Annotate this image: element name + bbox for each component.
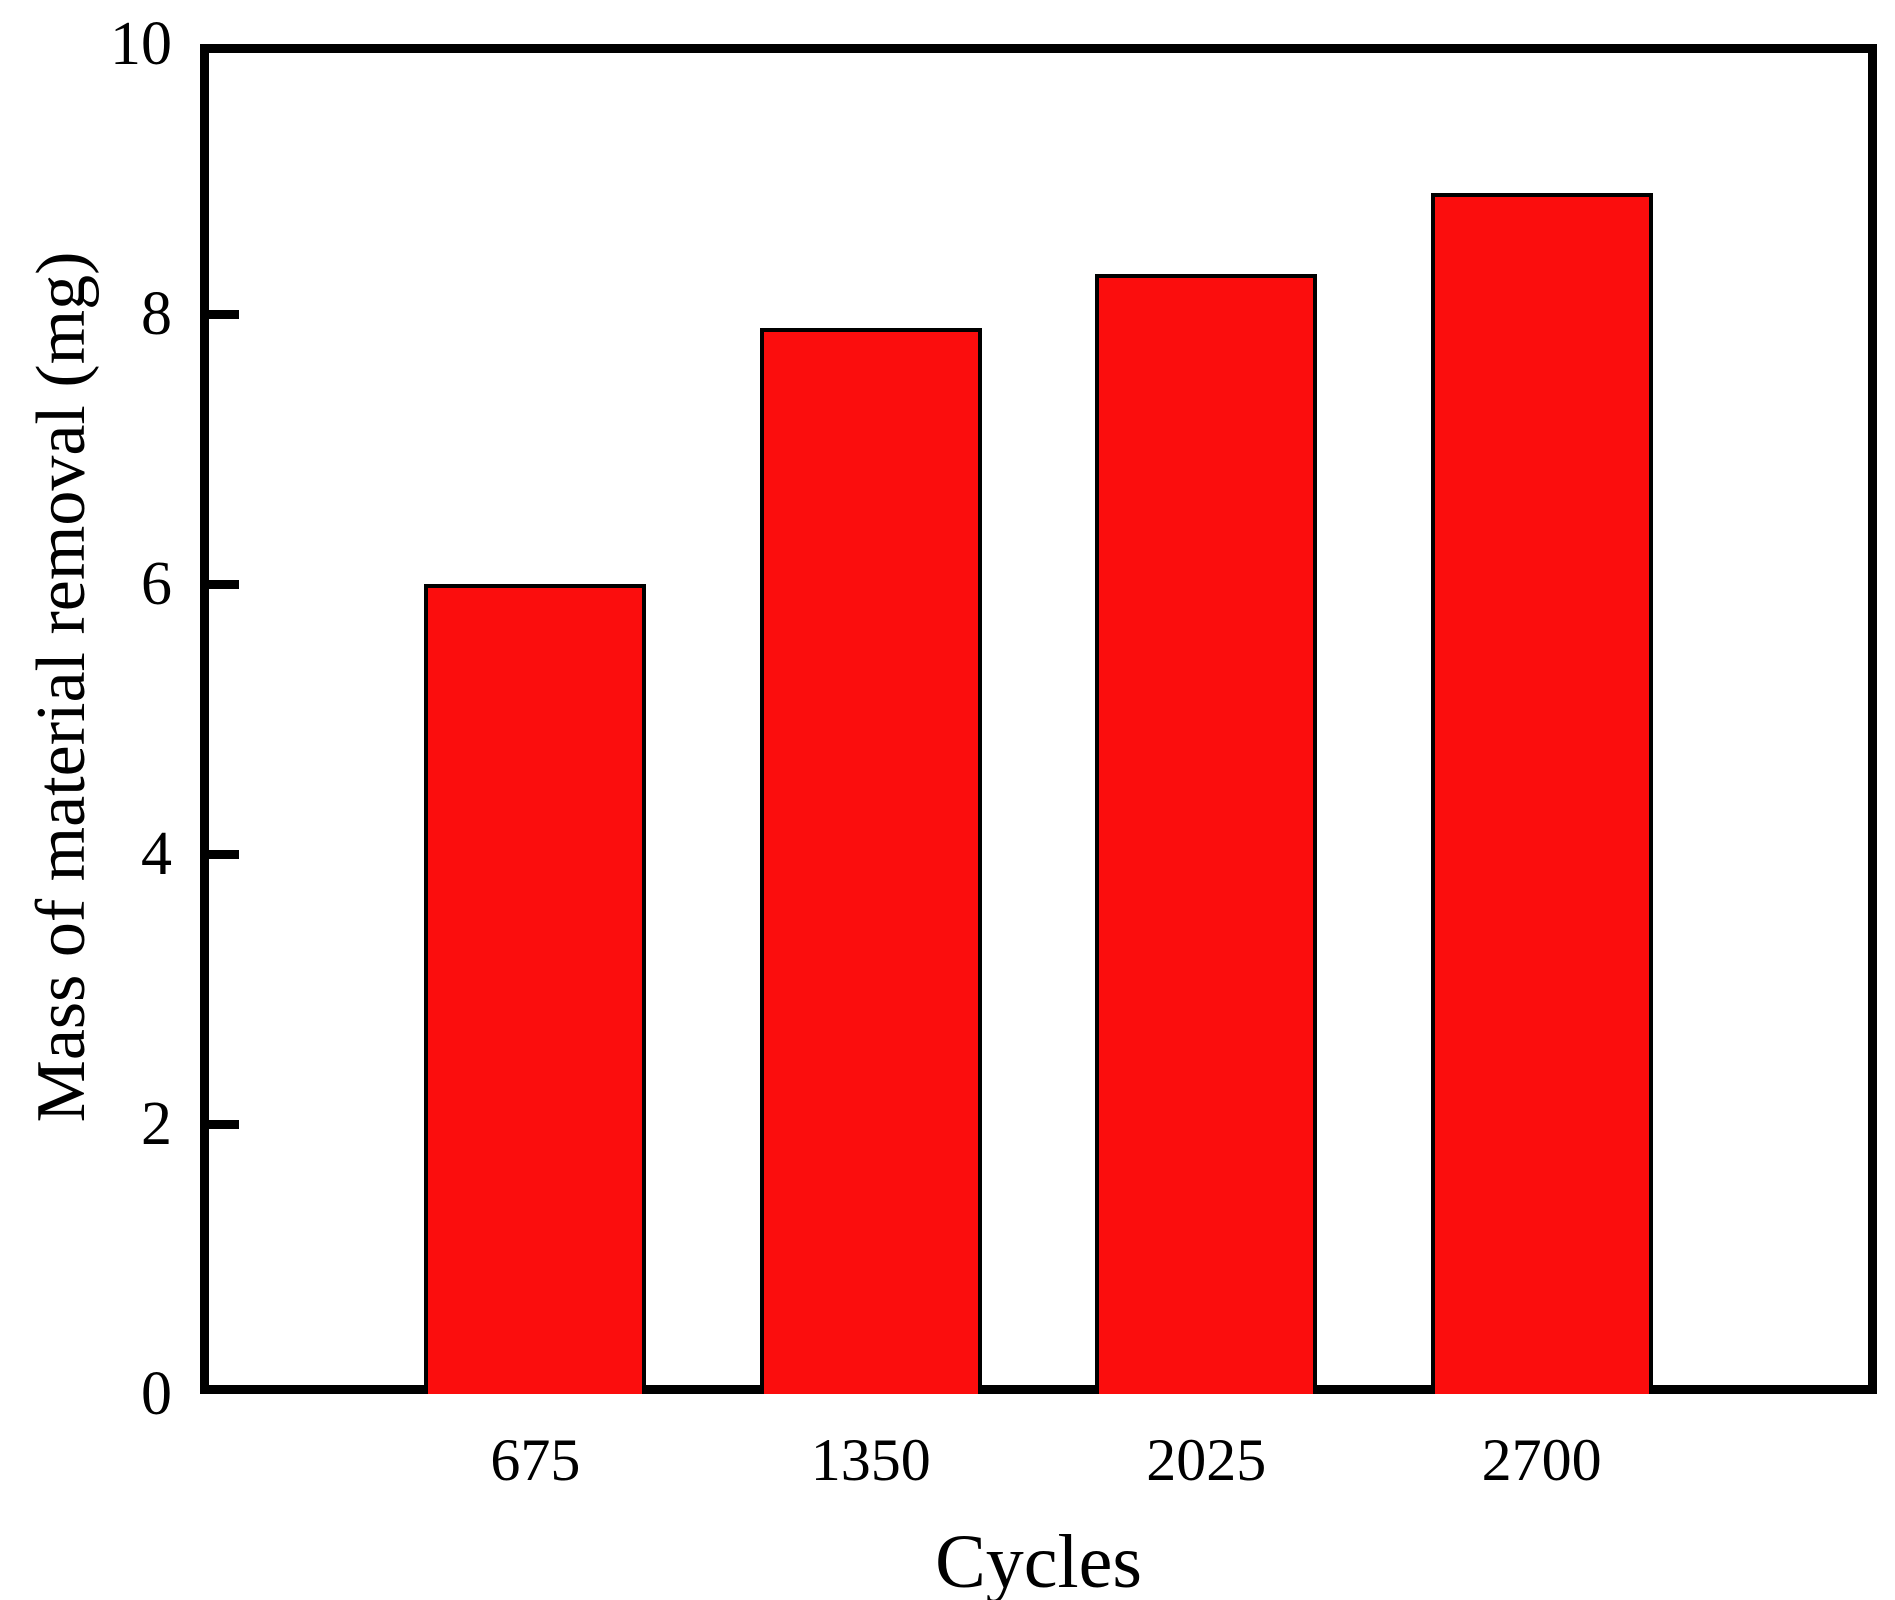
y-axis-title: Mass of material removal (mg) [23,251,100,1123]
bar-675 [424,584,647,1394]
x-tick-label-675: 675 [490,1427,581,1493]
y-tick-mark-2 [209,1119,239,1129]
bar-2700 [1430,192,1653,1394]
x-tick-label-2700: 2700 [1481,1427,1602,1493]
y-tick-mark-4 [209,849,239,859]
x-axis-title: Cycles [935,1520,1142,1600]
y-tick-label-8: 8 [141,280,172,348]
y-tick-label-2: 2 [141,1090,172,1158]
plot-area [200,44,1877,1394]
x-tick-label-1350: 1350 [810,1427,931,1493]
bar-2025 [1095,273,1318,1394]
x-tick-label-2025: 2025 [1146,1427,1267,1493]
y-tick-label-4: 4 [141,820,172,888]
y-tick-label-10: 10 [110,10,172,78]
y-tick-label-0: 0 [141,1360,172,1428]
bar-1350 [759,327,982,1394]
y-tick-label-6: 6 [141,550,172,618]
y-tick-mark-8 [209,309,239,319]
y-tick-mark-6 [209,579,239,589]
